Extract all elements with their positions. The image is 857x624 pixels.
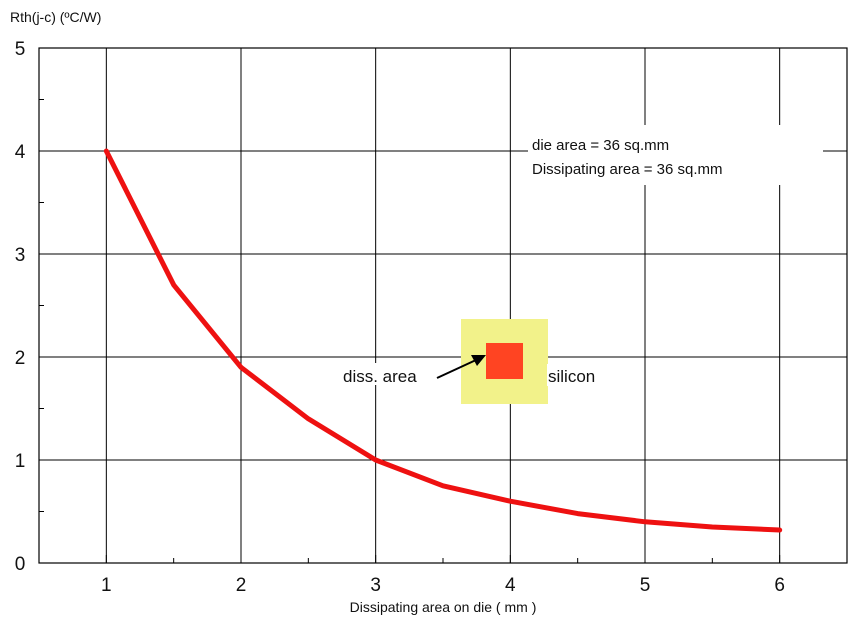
ticks (39, 47, 781, 564)
x-tick-label: 6 (774, 575, 785, 596)
silicon-label-background (547, 364, 609, 386)
y-tick-label: 2 (15, 348, 26, 369)
x-tick-label: 1 (101, 575, 112, 596)
annotation-background (528, 125, 823, 185)
y-tick-label: 0 (15, 554, 26, 575)
inset-diagram: diss. area silicon (340, 319, 609, 404)
diss-area-square (486, 343, 523, 379)
y-tick-label: 5 (15, 39, 26, 60)
diss-area-arrowhead-icon (471, 355, 486, 366)
y-tick-label: 4 (15, 142, 26, 163)
silicon-label: silicon (548, 367, 595, 386)
y-tick-label: 1 (15, 451, 26, 472)
diss-area-arrow-line (436, 359, 477, 379)
series-line (103, 148, 783, 533)
annotation-die-area: die area = 36 sq.mm (532, 137, 669, 154)
x-tick-label: 5 (640, 575, 651, 596)
y-tick-label: 3 (15, 245, 26, 266)
tick-labels: 1 2 3 4 5 6 0 1 2 3 4 5 (15, 39, 785, 596)
y-axis-title: Rth(j-c) (ºC/W) (10, 9, 101, 25)
x-tick-label: 3 (370, 575, 381, 596)
series (103, 148, 783, 533)
diss-label-background (340, 363, 435, 385)
x-tick-label: 4 (505, 575, 516, 596)
x-tick-label: 2 (236, 575, 247, 596)
diss-area-label: diss. area (343, 367, 417, 386)
annotation-dissipating-area: Dissipating area = 36 sq.mm (532, 161, 723, 178)
x-axis-title: Dissipating area on die ( mm ) (350, 599, 537, 615)
